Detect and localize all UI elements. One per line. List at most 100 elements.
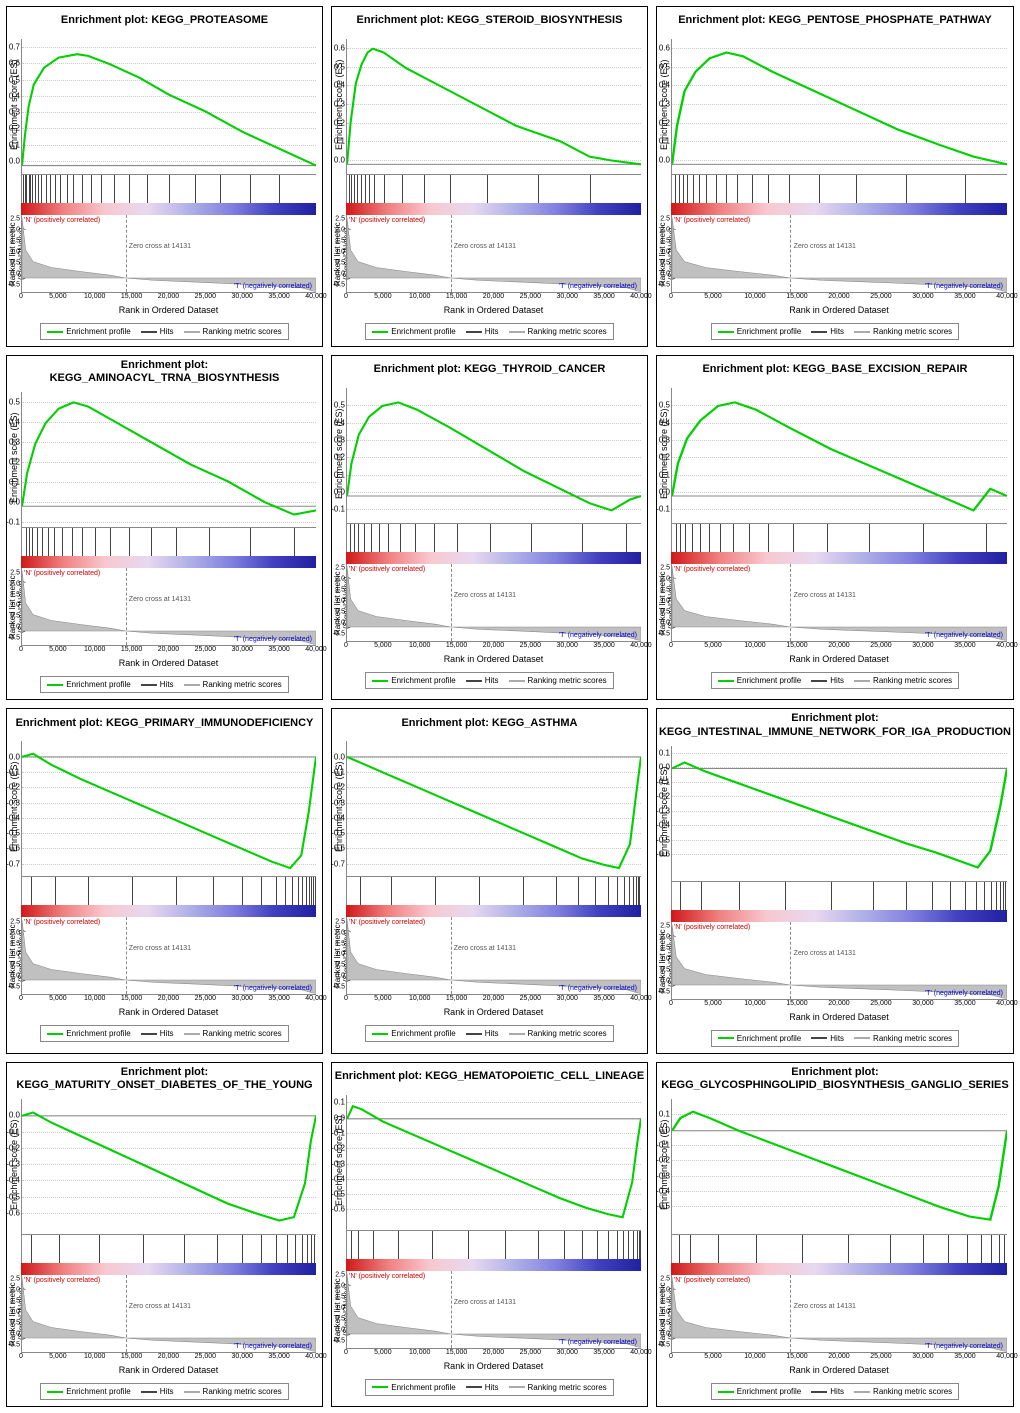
legend: Enrichment profileHitsRanking metric sco… [365, 1025, 613, 1042]
metric-plot: -0.50.00.51.01.52.02.5'N' (positively co… [21, 917, 316, 995]
x-axis-label: Rank in Ordered Dataset [119, 1365, 219, 1375]
panel-title: Enrichment plot: KEGG_PRIMARY_IMMUNODEFI… [7, 709, 322, 737]
zero-cross-label: Zero cross at 14131 [794, 592, 856, 599]
neg-corr-label: 'T' (negatively correlated) [234, 636, 312, 643]
legend: Enrichment profileHitsRanking metric sco… [711, 1030, 959, 1047]
legend: Enrichment profileHitsRanking metric sco… [40, 1383, 288, 1400]
panel-title: Enrichment plot: KEGG_HEMATOPOIETIC_CELL… [332, 1063, 647, 1091]
es-plot: -0.6-0.5-0.4-0.3-0.2-0.10.0 [21, 1099, 316, 1235]
x-axis-label: Rank in Ordered Dataset [444, 305, 544, 315]
zero-cross-label: Zero cross at 14131 [454, 243, 516, 250]
hits-track [346, 524, 641, 552]
enrichment-panel: Enrichment plot: KEGG_BASE_EXCISION_REPA… [656, 355, 1014, 700]
neg-corr-label: 'T' (negatively correlated) [234, 1343, 312, 1350]
hits-track [346, 175, 641, 203]
metric-plot: -0.50.00.51.01.52.02.5'N' (positively co… [346, 215, 641, 293]
panel-title: Enrichment plot: KEGG_BASE_EXCISION_REPA… [657, 356, 1013, 384]
neg-corr-label: 'T' (negatively correlated) [559, 1339, 637, 1346]
legend: Enrichment profileHitsRanking metric sco… [40, 1025, 288, 1042]
es-plot: -0.6-0.5-0.4-0.3-0.2-0.10.00.1 [346, 1095, 641, 1231]
panel-title: Enrichment plot: KEGG_GLYCOSPHINGOLIPID_… [657, 1063, 1013, 1095]
metric-plot: -0.50.00.51.01.52.02.5'N' (positively co… [346, 564, 641, 642]
enrichment-panel: Enrichment plot: KEGG_PROTEASOMEEnrichme… [6, 6, 323, 347]
neg-corr-label: 'T' (negatively correlated) [559, 632, 637, 639]
hits-track [21, 877, 316, 905]
rank-gradient [671, 203, 1007, 215]
es-plot: 0.00.10.20.30.40.50.60.7 [21, 39, 316, 175]
x-axis-label: Rank in Ordered Dataset [119, 1007, 219, 1017]
panel-title: Enrichment plot: KEGG_INTESTINAL_IMMUNE_… [657, 709, 1013, 741]
enrichment-panel: Enrichment plot: KEGG_HEMATOPOIETIC_CELL… [331, 1062, 648, 1407]
legend: Enrichment profileHitsRanking metric sco… [40, 676, 288, 693]
zero-cross-label: Zero cross at 14131 [454, 592, 516, 599]
rank-gradient [21, 905, 316, 917]
pos-corr-label: 'N' (positively correlated) [674, 1277, 750, 1284]
zero-cross-label: Zero cross at 14131 [129, 243, 191, 250]
neg-corr-label: 'T' (negatively correlated) [925, 632, 1003, 639]
es-ylabel: Enrichment score (ES) [7, 35, 21, 175]
rank-gradient [671, 552, 1007, 564]
zero-cross-label: Zero cross at 14131 [129, 596, 191, 603]
rank-gradient [21, 556, 316, 568]
enrichment-panel: Enrichment plot: KEGG_INTESTINAL_IMMUNE_… [656, 708, 1014, 1053]
enrichment-panel: Enrichment plot: KEGG_ASTHMAEnrichment s… [331, 708, 648, 1053]
rank-gradient [671, 910, 1007, 922]
hits-track [671, 882, 1007, 910]
neg-corr-label: 'T' (negatively correlated) [925, 1343, 1003, 1350]
x-axis-label: Rank in Ordered Dataset [444, 1007, 544, 1017]
pos-corr-label: 'N' (positively correlated) [24, 1277, 100, 1284]
metric-plot: -0.50.00.51.01.52.02.5'N' (positively co… [21, 568, 316, 646]
x-axis-label: Rank in Ordered Dataset [119, 305, 219, 315]
pos-corr-label: 'N' (positively correlated) [674, 217, 750, 224]
metric-plot: -0.50.00.51.01.52.02.5'N' (positively co… [671, 922, 1007, 1000]
panel-title: Enrichment plot: KEGG_PROTEASOME [7, 7, 322, 35]
legend: Enrichment profileHitsRanking metric sco… [365, 1379, 613, 1396]
panel-title: Enrichment plot: KEGG_AMINOACYL_TRNA_BIO… [7, 356, 322, 388]
rank-gradient [346, 905, 641, 917]
pos-corr-label: 'N' (positively correlated) [24, 570, 100, 577]
metric-plot: -0.50.00.51.01.52.02.5'N' (positively co… [671, 564, 1007, 642]
zero-cross-label: Zero cross at 14131 [794, 1303, 856, 1310]
neg-corr-label: 'T' (negatively correlated) [559, 283, 637, 290]
es-plot: 0.00.10.20.30.40.50.6 [346, 39, 641, 175]
legend: Enrichment profileHitsRanking metric sco… [365, 672, 613, 689]
enrichment-panel: Enrichment plot: KEGG_GLYCOSPHINGOLIPID_… [656, 1062, 1014, 1407]
x-axis-label: Rank in Ordered Dataset [789, 305, 889, 315]
metric-plot: -0.50.00.51.01.52.02.5'N' (positively co… [21, 215, 316, 293]
rank-gradient [21, 1263, 316, 1275]
enrichment-panel: Enrichment plot: KEGG_MATURITY_ONSET_DIA… [6, 1062, 323, 1407]
hits-track [346, 877, 641, 905]
enrichment-panel: Enrichment plot: KEGG_PENTOSE_PHOSPHATE_… [656, 6, 1014, 347]
x-axis-label: Rank in Ordered Dataset [444, 654, 544, 664]
x-axis-label: Rank in Ordered Dataset [789, 1365, 889, 1375]
x-axis-label: Rank in Ordered Dataset [444, 1361, 544, 1371]
pos-corr-label: 'N' (positively correlated) [349, 1273, 425, 1280]
enrichment-panel: Enrichment plot: KEGG_PRIMARY_IMMUNODEFI… [6, 708, 323, 1053]
zero-cross-label: Zero cross at 14131 [794, 243, 856, 250]
enrichment-panel: Enrichment plot: KEGG_AMINOACYL_TRNA_BIO… [6, 355, 323, 700]
metric-plot: -0.50.00.51.01.52.02.5'N' (positively co… [671, 1275, 1007, 1353]
zero-cross-label: Zero cross at 14131 [454, 1299, 516, 1306]
hits-track [671, 524, 1007, 552]
pos-corr-label: 'N' (positively correlated) [674, 924, 750, 931]
legend: Enrichment profileHitsRanking metric sco… [711, 672, 959, 689]
hits-track [21, 1235, 316, 1263]
rank-gradient [21, 203, 316, 215]
x-axis-label: Rank in Ordered Dataset [789, 654, 889, 664]
panel-title: Enrichment plot: KEGG_PENTOSE_PHOSPHATE_… [657, 7, 1013, 35]
pos-corr-label: 'N' (positively correlated) [349, 919, 425, 926]
enrichment-panel: Enrichment plot: KEGG_STEROID_BIOSYNTHES… [331, 6, 648, 347]
legend: Enrichment profileHitsRanking metric sco… [711, 1383, 959, 1400]
pos-corr-label: 'N' (positively correlated) [674, 566, 750, 573]
hits-track [346, 1231, 641, 1259]
enrichment-plot-grid: Enrichment plot: KEGG_PROTEASOMEEnrichme… [0, 0, 1020, 1413]
hits-track [21, 528, 316, 556]
panel-title: Enrichment plot: KEGG_THYROID_CANCER [332, 356, 647, 384]
neg-corr-label: 'T' (negatively correlated) [234, 985, 312, 992]
pos-corr-label: 'N' (positively correlated) [24, 217, 100, 224]
metric-plot: -0.50.00.51.01.52.02.5'N' (positively co… [21, 1275, 316, 1353]
zero-cross-label: Zero cross at 14131 [794, 950, 856, 957]
hits-track [21, 175, 316, 203]
pos-corr-label: 'N' (positively correlated) [349, 217, 425, 224]
panel-title: Enrichment plot: KEGG_STEROID_BIOSYNTHES… [332, 7, 647, 35]
